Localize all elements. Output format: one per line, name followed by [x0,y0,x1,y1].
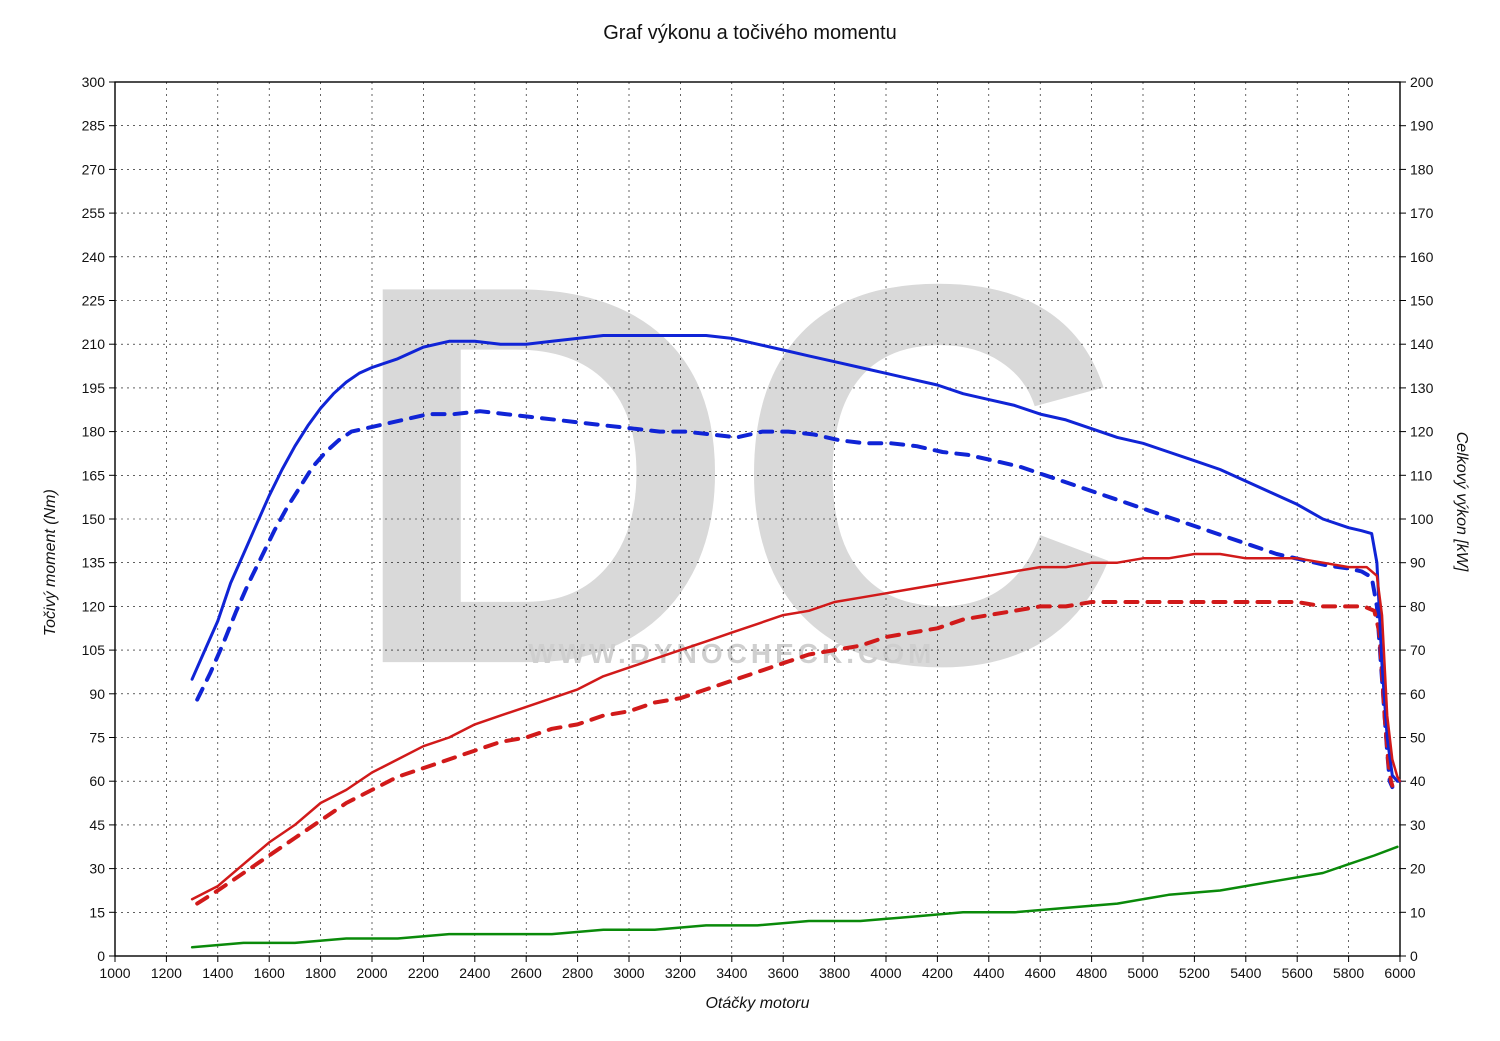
y-left-tick-label: 15 [89,904,105,920]
y-left-tick-label: 255 [82,205,106,221]
y-right-tick-label: 110 [1410,467,1433,483]
x-tick-label: 4000 [870,965,901,981]
x-tick-label: 4800 [1076,965,1107,981]
y-left-tick-label: 90 [89,686,105,702]
y-right-tick-label: 40 [1410,773,1426,789]
y-left-tick-label: 285 [82,118,106,134]
y-right-tick-label: 90 [1410,555,1426,571]
x-tick-label: 2000 [356,965,387,981]
y-right-tick-label: 200 [1410,74,1434,90]
x-tick-label: 5800 [1333,965,1364,981]
y-right-tick-label: 80 [1410,598,1426,614]
y-left-tick-label: 300 [82,74,106,90]
x-tick-label: 1200 [151,965,182,981]
y-right-tick-label: 50 [1410,730,1426,746]
chart-svg: DCWWW.DYNOCHECK.COM100012001400160018002… [35,72,1475,1026]
y-left-tick-label: 240 [82,249,106,265]
y-right-tick-label: 120 [1410,424,1434,440]
y-left-tick-label: 225 [82,293,106,309]
x-tick-label: 2400 [459,965,490,981]
chart-area: DCWWW.DYNOCHECK.COM100012001400160018002… [35,72,1475,1026]
y-right-tick-label: 20 [1410,861,1426,877]
y-left-tick-label: 195 [82,380,106,396]
y-left-tick-label: 75 [89,730,105,746]
y-left-tick-label: 60 [89,773,105,789]
x-tick-label: 3800 [819,965,850,981]
y-right-tick-label: 10 [1410,904,1426,920]
y-left-axis-label: Točivý moment (Nm) [42,489,59,636]
x-tick-label: 3400 [716,965,747,981]
y-right-tick-label: 70 [1410,642,1426,658]
y-right-tick-label: 160 [1410,249,1434,265]
y-right-tick-label: 180 [1410,161,1434,177]
y-right-tick-label: 150 [1410,293,1434,309]
x-tick-label: 4200 [922,965,953,981]
y-left-tick-label: 150 [82,511,106,527]
y-right-tick-label: 30 [1410,817,1426,833]
x-tick-label: 5600 [1282,965,1313,981]
y-right-tick-label: 190 [1410,118,1434,134]
x-tick-label: 1800 [305,965,336,981]
y-left-tick-label: 0 [97,948,105,964]
y-right-tick-label: 140 [1410,336,1434,352]
x-tick-label: 5200 [1179,965,1210,981]
x-axis-label: Otáčky motoru [705,995,809,1012]
y-left-tick-label: 210 [82,336,106,352]
x-tick-label: 1600 [254,965,285,981]
y-right-tick-label: 130 [1410,380,1434,396]
x-tick-label: 2600 [511,965,542,981]
x-tick-label: 4600 [1025,965,1056,981]
y-right-axis-label: Celkový výkon [kW] [1453,432,1470,572]
y-right-tick-label: 170 [1410,205,1434,221]
x-tick-label: 1000 [99,965,130,981]
x-tick-label: 3200 [665,965,696,981]
y-left-tick-label: 105 [82,642,106,658]
y-left-tick-label: 165 [82,467,106,483]
x-tick-label: 2800 [562,965,593,981]
x-tick-label: 1400 [202,965,233,981]
x-tick-label: 5400 [1230,965,1261,981]
y-left-tick-label: 135 [82,555,106,571]
x-tick-label: 2200 [408,965,439,981]
y-left-tick-label: 30 [89,861,105,877]
y-right-tick-label: 0 [1410,948,1418,964]
y-right-tick-label: 100 [1410,511,1434,527]
x-tick-label: 3600 [768,965,799,981]
y-left-tick-label: 120 [82,598,106,614]
y-right-tick-label: 60 [1410,686,1426,702]
y-left-tick-label: 180 [82,424,106,440]
chart-title: Graf výkonu a točivého momentu [0,22,1500,45]
x-tick-label: 5000 [1127,965,1158,981]
y-left-tick-label: 270 [82,161,106,177]
y-left-tick-label: 45 [89,817,105,833]
x-tick-label: 4400 [973,965,1004,981]
x-tick-label: 6000 [1384,965,1415,981]
x-tick-label: 3000 [613,965,644,981]
